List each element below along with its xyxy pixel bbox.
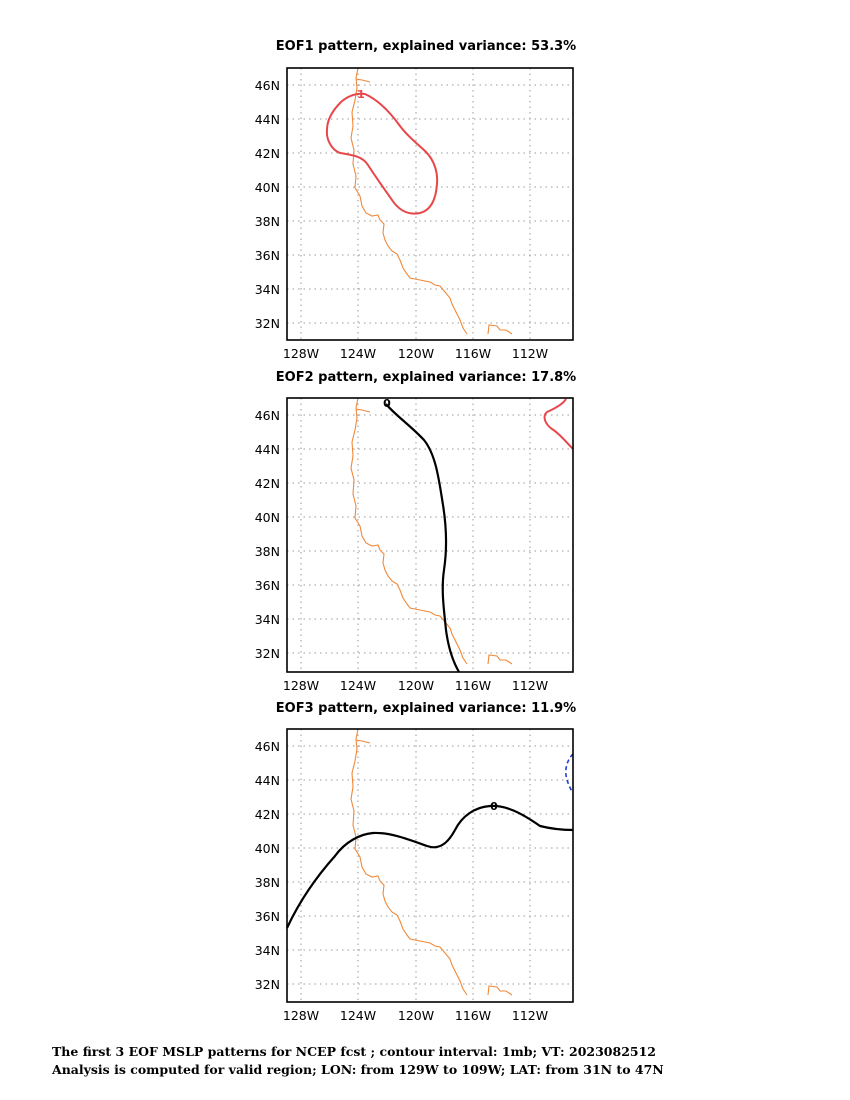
eof1-lon-tick: 112W (512, 346, 548, 361)
eof3-lat-ticks: 46N 44N 42N 40N 38N 36N 34N 32N (255, 739, 280, 992)
eof1-lon-tick: 116W (455, 346, 491, 361)
figure-caption: The first 3 EOF MSLP patterns for NCEP f… (52, 1043, 664, 1079)
eof2-lat-tick: 38N (255, 544, 280, 559)
eof3-lon-tick: 112W (512, 1008, 548, 1023)
eof1-lon-ticks: 128W 124W 120W 116W 112W (283, 346, 548, 361)
eof3-title: EOF3 pattern, explained variance: 11.9% (276, 701, 576, 716)
eof1-lat-tick: 32N (255, 316, 280, 331)
eof3-lat-tick: 36N (255, 909, 280, 924)
eof1-lat-tick: 44N (255, 112, 280, 127)
eof2-lat-tick: 44N (255, 442, 280, 457)
eof3-lat-tick: 34N (255, 943, 280, 958)
eof1-contour-positive (325, 92, 439, 215)
eof3-contour-negative (565, 753, 574, 794)
eof2-contour-positive (543, 398, 574, 450)
eof1-lat-tick: 38N (255, 214, 280, 229)
eof3-lat-tick: 38N (255, 875, 280, 890)
eof2-panel: EOF2 pattern, explained variance: 17.8% … (255, 370, 576, 693)
eof-map-figure: EOF1 pattern, explained variance: 53.3% … (255, 39, 576, 1023)
eof1-coastline (350, 67, 513, 335)
eof2-frame (286, 397, 574, 673)
eof2-contour-label: 0 (383, 397, 391, 410)
caption-line-2: Analysis is computed for valid region; L… (52, 1062, 664, 1077)
eof2-lon-ticks: 128W 124W 120W 116W 112W (283, 678, 548, 693)
eof1-title: EOF1 pattern, explained variance: 53.3% (276, 39, 576, 54)
eof2-lat-tick: 32N (255, 646, 280, 661)
eof3-lat-tick: 42N (255, 807, 280, 822)
eof3-panel: EOF3 pattern, explained variance: 11.9% … (255, 701, 576, 1023)
eof3-lat-tick: 46N (255, 739, 280, 754)
eof2-title: EOF2 pattern, explained variance: 17.8% (276, 370, 576, 385)
eof1-lat-ticks: 46N 44N 42N 40N 38N 36N 34N 32N (255, 78, 280, 331)
eof3-lon-tick: 120W (398, 1008, 434, 1023)
eof1-lon-tick: 128W (283, 346, 319, 361)
eof1-grid (286, 67, 574, 341)
eof2-coastline (350, 397, 513, 665)
eof3-lon-tick: 116W (455, 1008, 491, 1023)
eof1-contour-label: 1 (357, 88, 365, 101)
eof2-lat-tick: 34N (255, 612, 280, 627)
eof2-lat-tick: 42N (255, 476, 280, 491)
eof1-lat-tick: 46N (255, 78, 280, 93)
caption-line-1: The first 3 EOF MSLP patterns for NCEP f… (52, 1044, 656, 1059)
eof2-lon-tick: 112W (512, 678, 548, 693)
eof2-lon-tick: 124W (340, 678, 376, 693)
eof2-lat-tick: 46N (255, 408, 280, 423)
eof3-frame (286, 728, 574, 1003)
eof3-grid (286, 728, 574, 1002)
eof1-lat-tick: 40N (255, 180, 280, 195)
eof3-contour-label: 0 (490, 800, 498, 813)
eof1-lon-tick: 120W (398, 346, 434, 361)
eof2-lat-tick: 36N (255, 578, 280, 593)
eof3-lat-tick: 44N (255, 773, 280, 788)
eof1-lat-tick: 36N (255, 248, 280, 263)
eof2-grid (286, 397, 574, 671)
eof1-panel: EOF1 pattern, explained variance: 53.3% … (255, 39, 576, 361)
eof3-contour-zero (286, 804, 574, 929)
eof2-lon-tick: 128W (283, 678, 319, 693)
eof2-lat-tick: 40N (255, 510, 280, 525)
eof1-lat-tick: 42N (255, 146, 280, 161)
eof3-lon-tick: 128W (283, 1008, 319, 1023)
eof1-frame (286, 67, 574, 341)
eof1-lat-tick: 34N (255, 282, 280, 297)
eof2-lat-ticks: 46N 44N 42N 40N 38N 36N 34N 32N (255, 408, 280, 661)
eof2-lon-tick: 116W (455, 678, 491, 693)
eof3-lon-tick: 124W (340, 1008, 376, 1023)
eof2-contour-zero (385, 403, 460, 673)
eof3-lat-tick: 40N (255, 841, 280, 856)
eof3-coastline (350, 728, 513, 996)
eof3-lat-tick: 32N (255, 977, 280, 992)
eof3-lon-ticks: 128W 124W 120W 116W 112W (283, 1008, 548, 1023)
eof1-lon-tick: 124W (340, 346, 376, 361)
eof2-lon-tick: 120W (398, 678, 434, 693)
